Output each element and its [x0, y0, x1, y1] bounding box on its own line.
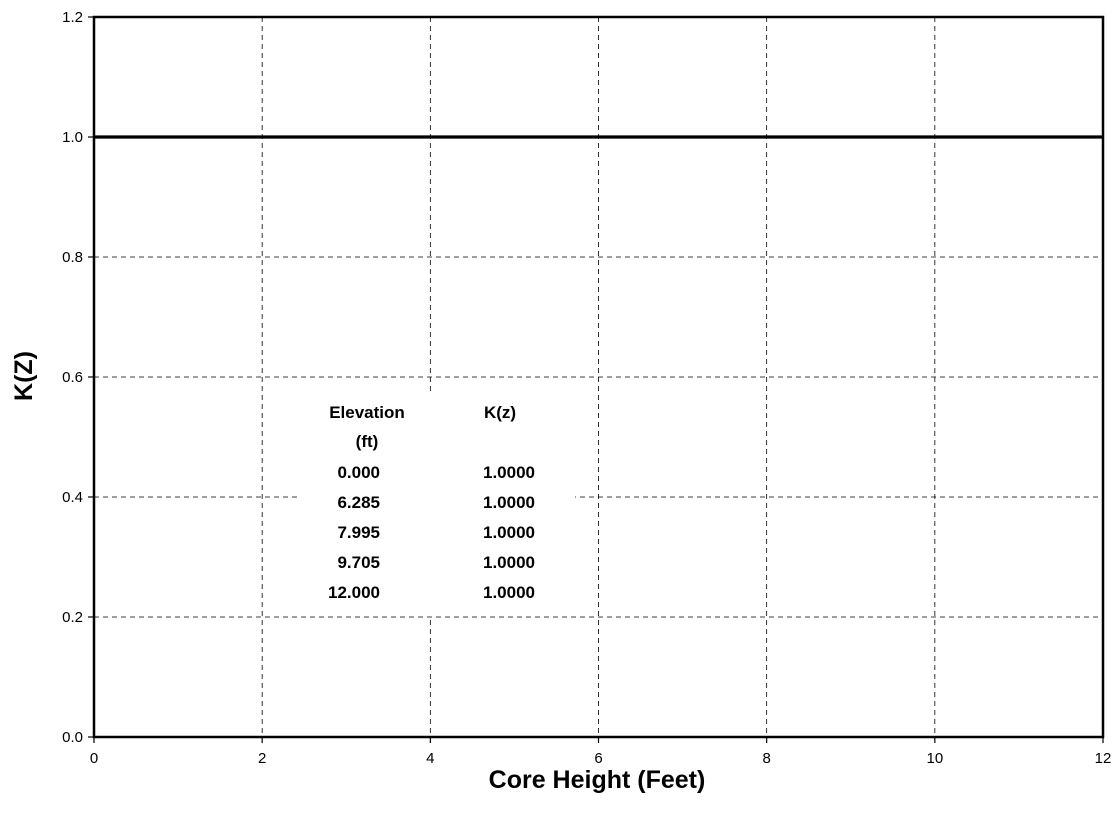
y-tick-label: 1.0	[62, 129, 83, 146]
y-tick-label: 0.0	[62, 729, 83, 746]
x-tick-label: 2	[258, 750, 266, 767]
x-tick-label: 6	[594, 750, 602, 767]
table-cell-kz: 1.0000	[483, 553, 535, 572]
table-cell-elevation: 6.285	[337, 493, 380, 512]
tick-marks	[88, 16, 1104, 743]
y-tick-label: 0.2	[62, 609, 83, 626]
y-tick-labels: 0.0 0.2 0.4 0.6 0.8 1.0 1.2	[62, 9, 83, 746]
table-header-elevation: Elevation	[329, 403, 405, 422]
table-cell-kz: 1.0000	[483, 493, 535, 512]
x-tick-label: 4	[426, 750, 434, 767]
annotation-table: Elevation K(z) (ft) 0.000 1.0000 6.285 1.00…	[328, 403, 535, 602]
x-axis-title: Core Height (Feet)	[489, 766, 706, 794]
table-cell-elevation: 7.995	[337, 523, 380, 542]
x-tick-label: 0	[90, 750, 98, 767]
table-header-kz: K(z)	[484, 403, 516, 422]
gridlines	[94, 17, 1103, 737]
table-cell-elevation: 0.000	[337, 463, 380, 482]
x-tick-label: 8	[762, 750, 770, 767]
table-cell-elevation: 12.000	[328, 583, 380, 602]
table-backdrop	[300, 392, 575, 616]
y-tick-label: 0.8	[62, 249, 83, 266]
table-cell-elevation: 9.705	[337, 553, 380, 572]
y-axis-title: K(Z)	[10, 351, 38, 401]
table-cell-kz: 1.0000	[483, 583, 535, 602]
table-cell-kz: 1.0000	[483, 463, 535, 482]
table-cell-kz: 1.0000	[483, 523, 535, 542]
table-rows: 0.000 1.0000 6.285 1.0000 7.995 1.0000 9.705 1.…	[328, 463, 535, 602]
x-tick-labels: 0 2 4 6 8 10 12	[90, 750, 1112, 767]
y-tick-label: 0.6	[62, 369, 83, 386]
x-tick-label: 12	[1095, 750, 1112, 767]
x-tick-label: 10	[926, 750, 943, 767]
table-header-unit: (ft)	[356, 432, 379, 451]
y-tick-label: 1.2	[62, 9, 83, 26]
y-tick-label: 0.4	[62, 489, 83, 506]
